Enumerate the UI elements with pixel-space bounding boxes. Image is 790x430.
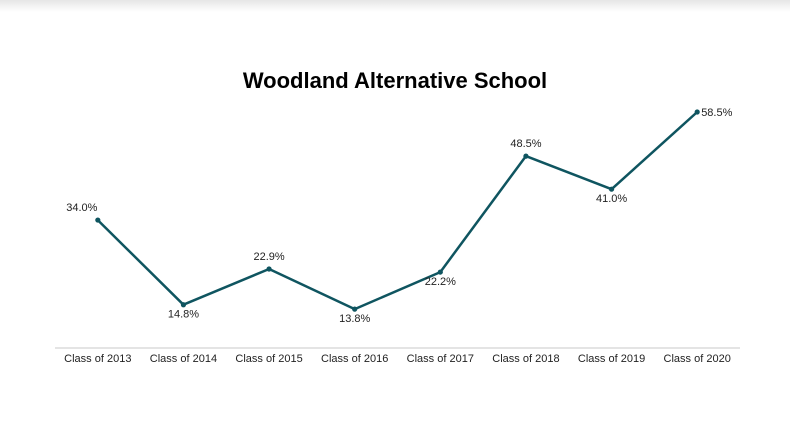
data-labels: 34.0% 14.8% 22.9% 13.8% 22.2% 48.5% 41.0% 58.5% — [66, 107, 732, 325]
x-tick-label: Class of 2015 — [235, 353, 302, 365]
series-line-layer — [96, 111, 699, 311]
data-label: 58.5% — [701, 107, 732, 119]
series-line — [96, 111, 699, 311]
data-point — [608, 186, 615, 192]
data-point — [180, 302, 187, 308]
data-point — [352, 306, 358, 312]
x-tick-label: Class of 2014 — [150, 353, 217, 365]
data-point — [523, 153, 529, 159]
chart-title: Woodland Alternative School — [242, 68, 548, 93]
data-label: 48.5% — [510, 138, 541, 150]
top-edge — [0, 0, 790, 12]
x-tick-label: Class of 2020 — [664, 353, 731, 365]
x-tick-label: Class of 2013 — [64, 353, 131, 365]
data-point — [266, 266, 272, 272]
data-label: 22.9% — [253, 251, 284, 263]
x-tick-label: Class of 2019 — [578, 353, 645, 365]
data-label: 34.0% — [66, 202, 97, 214]
data-label: 14.8% — [168, 309, 199, 321]
data-point — [95, 217, 101, 223]
x-tick-label: Class of 2018 — [492, 353, 559, 365]
data-label: 22.2% — [425, 276, 456, 288]
data-label: 41.0% — [596, 193, 627, 205]
data-point — [437, 269, 443, 275]
x-tick-labels: Class of 2013 Class of 2014 Class of 2015 C… — [64, 353, 731, 365]
x-tick-label: Class of 2016 — [321, 353, 388, 365]
x-tick-label: Class of 2017 — [407, 353, 474, 365]
data-label: 13.8% — [339, 313, 370, 325]
data-point — [694, 109, 700, 115]
data-points — [95, 109, 700, 312]
